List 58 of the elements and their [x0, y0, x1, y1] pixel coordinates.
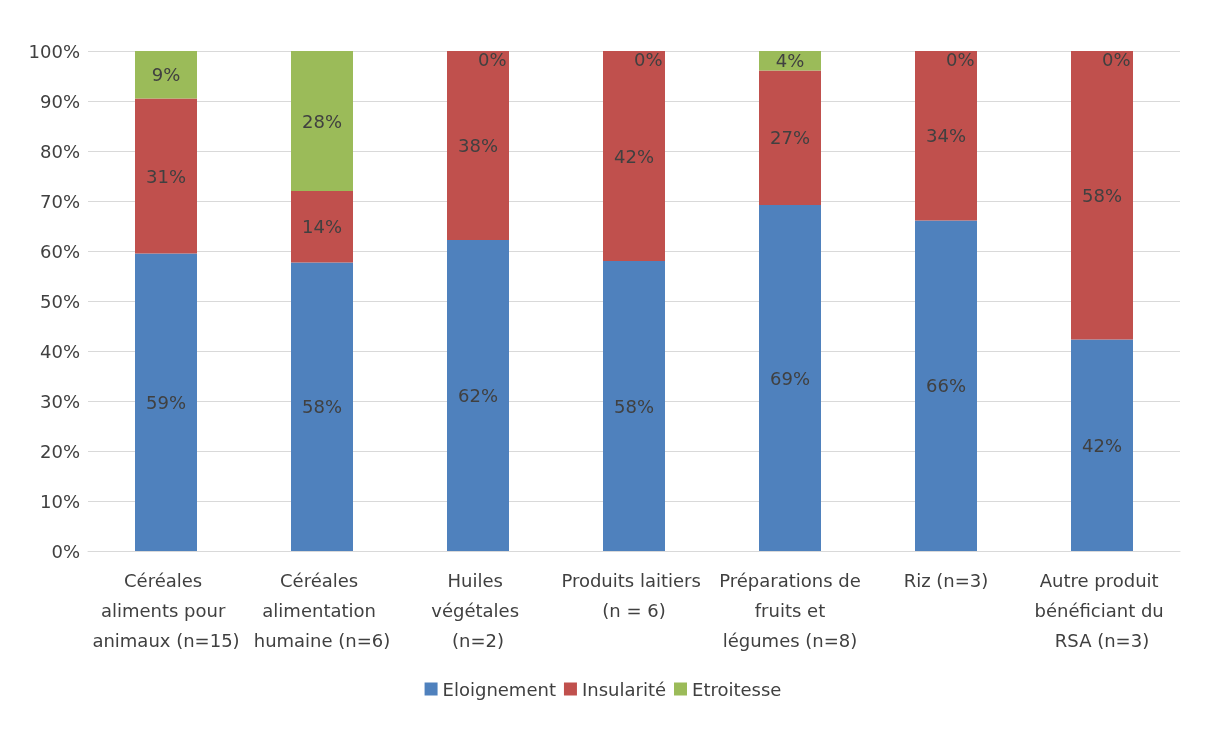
y-tick-label: 50% [39, 290, 80, 312]
data-label: 0% [634, 48, 663, 70]
data-label: 69% [769, 367, 811, 389]
bar [915, 220, 977, 551]
x-tick-label: Riz (n=3) [903, 569, 989, 591]
bar [759, 205, 821, 551]
y-tick-label: 40% [39, 340, 80, 362]
bar [1071, 339, 1133, 551]
bar [291, 191, 353, 263]
bar [759, 70, 821, 205]
data-label: 31% [145, 165, 187, 187]
data-label: 0% [946, 48, 975, 70]
y-tick-label: 60% [39, 240, 80, 262]
bar [135, 253, 197, 551]
legend-label: Etroitesse [692, 678, 782, 700]
data-label: 58% [613, 395, 655, 417]
data-label: 42% [1081, 434, 1123, 456]
x-tick-label: Céréales alimentation humaine (n=6) [253, 569, 391, 651]
data-label: 58% [301, 396, 343, 418]
x-tick-label: Autre produit bénéficiant du RSA (n=3) [1034, 569, 1170, 651]
bar [447, 51, 509, 240]
data-label: 9% [151, 64, 181, 86]
y-tick-label: 70% [39, 190, 80, 212]
y-tick-label: 20% [39, 440, 80, 462]
bar [603, 51, 665, 261]
legend-label: Insularité [581, 678, 667, 700]
data-label: 0% [478, 48, 507, 70]
data-label: 62% [457, 385, 499, 406]
x-tick-label: Huiles végétales (n=2) [431, 569, 525, 651]
data-label: 27% [769, 127, 811, 149]
x-tick-label: Préparations de fruits et légumes (n=8) [719, 569, 861, 651]
bar [135, 51, 197, 99]
data-label: 28% [301, 110, 343, 132]
data-label: 42% [613, 145, 655, 167]
y-tick-label: 100% [28, 40, 80, 62]
y-tick-label: 90% [39, 90, 80, 112]
bar [1071, 51, 1133, 340]
data-label: 14% [301, 216, 343, 238]
data-label: 0% [1102, 48, 1131, 70]
bar [135, 98, 197, 254]
data-label: 4% [775, 50, 805, 72]
bar [447, 240, 509, 551]
data-label: 59% [145, 391, 187, 413]
bar [291, 51, 353, 191]
data-label: 34% [925, 125, 967, 147]
data-label: 38% [457, 135, 499, 156]
bar [915, 51, 977, 221]
data-label: 58% [1081, 184, 1123, 206]
x-tick-label: Produits laitiers (n = 6) [561, 569, 707, 621]
legend-label: Eloignement [442, 678, 556, 700]
y-tick-label: 30% [39, 390, 80, 412]
x-tick-label: Céréales aliments pour animaux (n=15) [92, 569, 240, 651]
y-tick-label: 80% [39, 140, 80, 162]
y-tick-label: 0% [51, 540, 80, 562]
data-label: 66% [925, 375, 967, 397]
bar [291, 262, 353, 551]
bar [603, 261, 665, 551]
y-tick-label: 10% [39, 490, 80, 512]
